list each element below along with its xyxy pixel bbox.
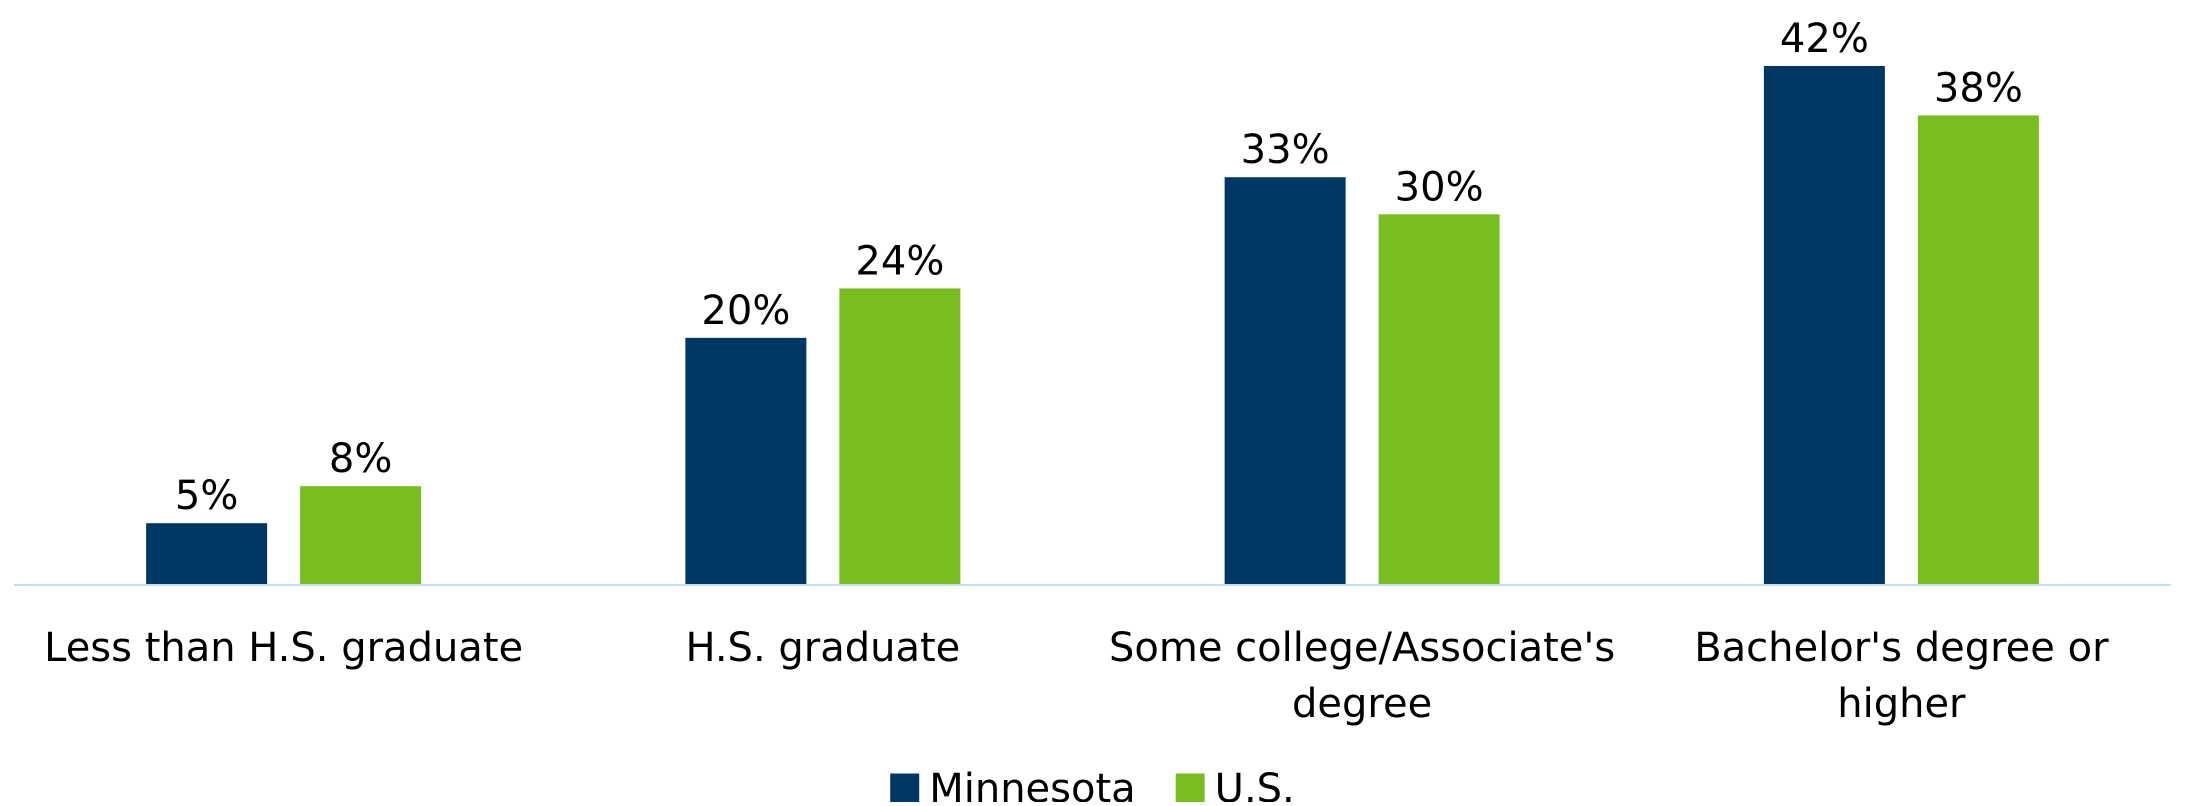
data-label: 42% [1780, 16, 1869, 62]
bar [146, 523, 268, 585]
data-label: 33% [1241, 127, 1330, 173]
x-tick-label-box: Some college/Associate's degree [1109, 625, 1616, 727]
x-tick-label-box: Less than H.S. graduate [44, 625, 524, 671]
data-label: 24% [855, 238, 944, 284]
x-tick-label: Bachelor's degree or higher [1694, 625, 2109, 727]
bar [1378, 214, 1500, 586]
x-tick-label: Some college/Associate's degree [1109, 625, 1616, 727]
legend-swatch [1175, 773, 1205, 803]
bar [685, 337, 807, 585]
bar [1917, 115, 2039, 585]
data-label: 30% [1395, 164, 1484, 210]
legend-label: U.S. [1215, 766, 1295, 802]
legend: Minnesota U.S. [890, 766, 1295, 806]
bar [300, 486, 422, 585]
bar [839, 288, 961, 585]
bar [1224, 177, 1346, 585]
data-label: 5% [175, 473, 238, 519]
x-tick-label-box: H.S. graduate [685, 625, 961, 671]
legend-swatch [890, 773, 920, 803]
x-tick-label: H.S. graduate [685, 625, 961, 671]
x-tick-label-box: Bachelor's degree or higher [1694, 625, 2109, 727]
legend-label: Minnesota [929, 766, 1135, 802]
data-label: 38% [1934, 65, 2023, 111]
data-label: 8% [329, 436, 392, 482]
x-tick-label: Less than H.S. graduate [44, 625, 524, 671]
bar [1763, 66, 1885, 585]
data-label: 20% [701, 288, 790, 334]
